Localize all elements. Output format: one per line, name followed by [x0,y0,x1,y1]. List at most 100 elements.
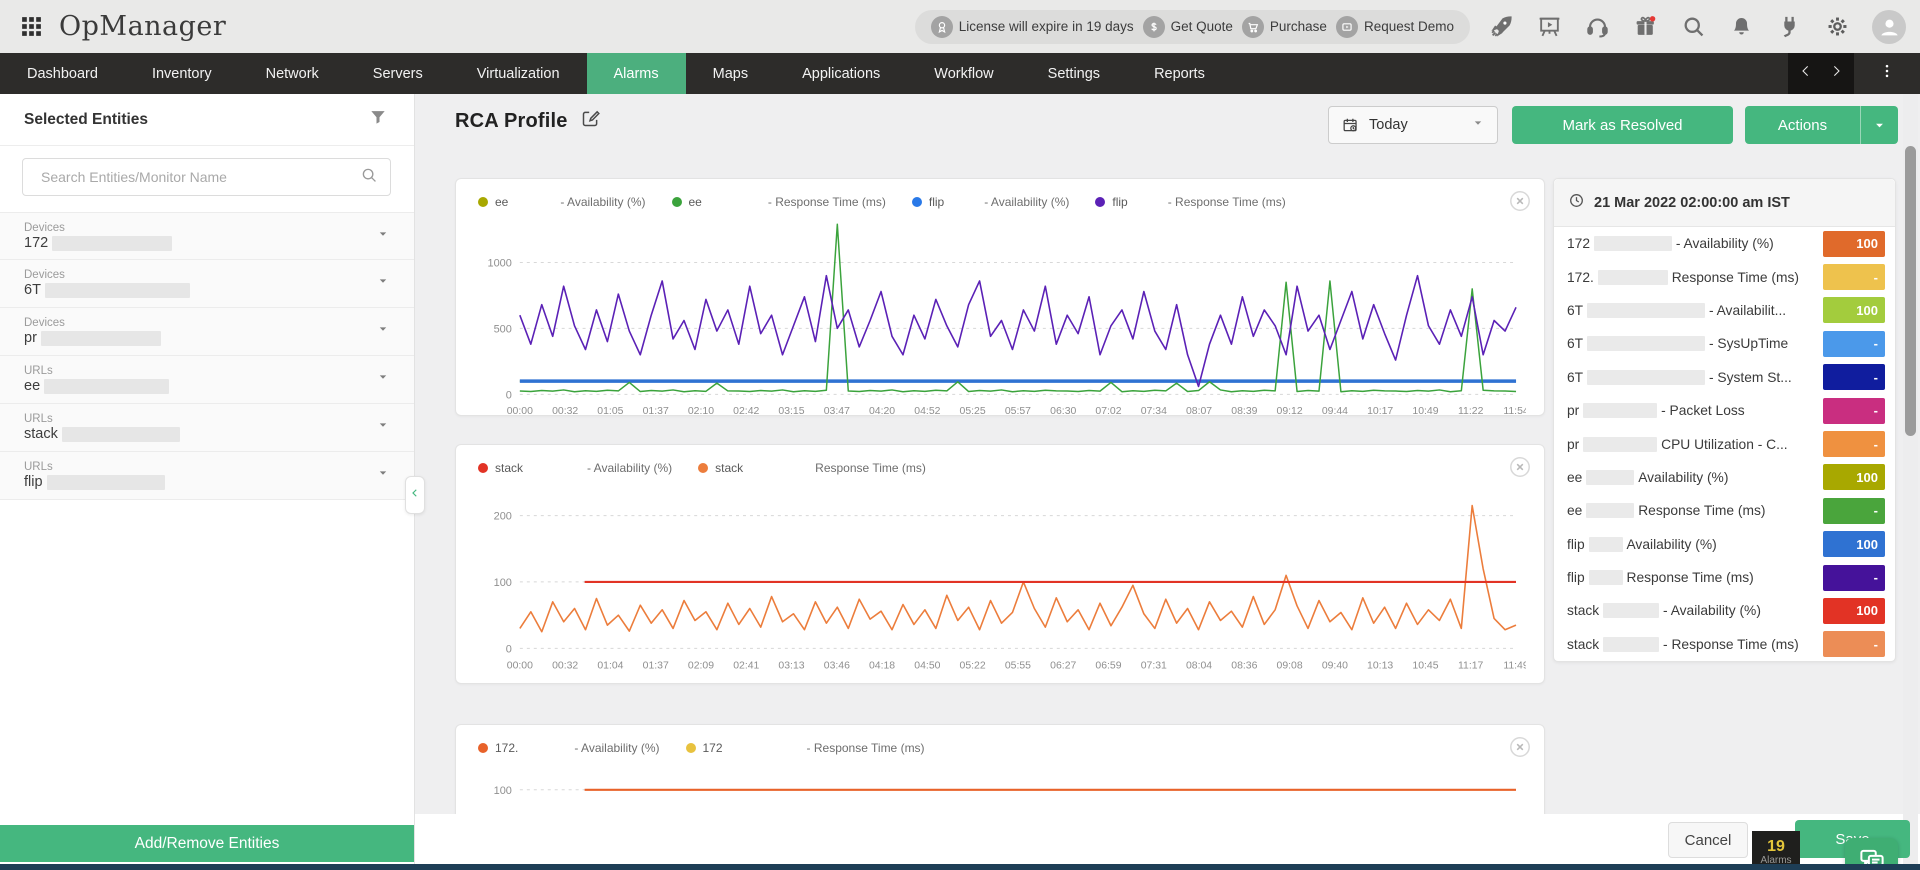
purchase-link[interactable]: Purchase [1241,15,1327,38]
gift-icon[interactable] [1632,13,1659,40]
alarm-count-badge[interactable]: 19 Alarms [1752,831,1800,870]
legend-item[interactable]: flip - Availability (%) [911,195,1070,209]
nav-item-virtualization[interactable]: Virtualization [476,65,560,82]
nav-item-applications[interactable]: Applications [802,65,881,82]
edit-profile-icon[interactable] [580,108,601,134]
metric-row[interactable]: pr - Packet Loss - [1554,394,1895,427]
nav-scroll-left-icon[interactable] [1798,63,1814,84]
search-icon[interactable] [1680,13,1707,40]
svg-text:03:13: 03:13 [778,660,804,671]
chart-close-button[interactable] [1508,189,1532,213]
page-header: RCA Profile Today Mark as Resolved Actio… [415,94,1920,150]
redacted-text [40,331,161,346]
metric-row[interactable]: 6T - Availabilit... 100 [1554,294,1895,327]
page-title: RCA Profile [455,109,568,132]
nav-item-network[interactable]: Network [265,65,319,82]
nav-item-dashboard[interactable]: Dashboard [27,65,98,82]
svg-text:0: 0 [506,643,512,655]
legend-item[interactable]: flip - Response Time (ms) [1095,195,1286,209]
svg-text:02:09: 02:09 [688,660,714,671]
app-grid-icon[interactable] [18,13,45,40]
cancel-button[interactable]: Cancel [1668,822,1748,858]
legend-item[interactable]: ee - Response Time (ms) [671,195,886,209]
nav-item-settings[interactable]: Settings [1047,65,1101,82]
actions-button[interactable]: Actions [1745,106,1898,144]
metric-name: 6T - System St... [1567,369,1792,385]
metric-row[interactable]: ee Availability (%) 100 [1554,461,1895,494]
demo-screen-icon[interactable] [1536,13,1563,40]
rocket-icon[interactable] [1488,13,1515,40]
svg-text:08:36: 08:36 [1231,660,1257,671]
legend-dot [478,743,488,753]
svg-text:03:47: 03:47 [824,406,850,417]
entity-item-devices-pr[interactable]: Devices pr [0,308,414,356]
redacted-text [508,202,560,203]
legend-metric-label: - Availability (%) [984,195,1070,209]
metric-row[interactable]: stack - Response Time (ms) - [1554,628,1895,661]
nav-item-inventory[interactable]: Inventory [151,65,212,82]
metric-row[interactable]: flip Response Time (ms) - [1554,561,1895,594]
svg-text:03:46: 03:46 [824,660,850,671]
get-quote-link[interactable]: Get Quote [1142,15,1233,38]
add-remove-entities-button[interactable]: Add/Remove Entities [0,825,414,862]
legend-series-name: stack [495,461,524,475]
sidebar-collapse-handle[interactable] [405,476,425,514]
bell-icon[interactable] [1728,13,1755,40]
nav-kebab-menu-icon[interactable] [1854,62,1920,85]
legend-metric-label: - Availability (%) [560,195,646,209]
entity-item-devices-6t[interactable]: Devices 6T [0,260,414,308]
metric-row[interactable]: ee Response Time (ms) - [1554,494,1895,527]
metric-row[interactable]: pr CPU Utilization - C... - [1554,427,1895,460]
metric-value-badge: 100 [1823,597,1885,624]
metric-name: 172 - Availability (%) [1567,236,1774,252]
metric-row[interactable]: 172. Response Time (ms) - [1554,260,1895,293]
legend-item[interactable]: stack Response Time (ms) [698,461,926,475]
legend-item[interactable]: stack - Availability (%) [478,461,672,475]
legend-item[interactable]: 172. - Availability (%) [478,741,660,755]
headset-icon[interactable] [1584,13,1611,40]
legend-metric-label: - Response Time (ms) [1167,195,1286,209]
entity-list: Devices 172 Devices 6T Devices pr URLs e… [0,212,414,500]
chevron-down-icon [376,322,390,341]
mark-as-resolved-button[interactable]: Mark as Resolved [1512,106,1733,144]
entity-item-devices-172[interactable]: Devices 172 [0,212,414,260]
license-expiry-link[interactable]: License will expire in 19 days [930,15,1134,38]
svg-text:10:45: 10:45 [1412,660,1438,671]
metric-row[interactable]: 6T - System St... - [1554,361,1895,394]
actions-caret-icon[interactable] [1860,106,1898,144]
entity-type: URLs [24,413,53,425]
user-avatar[interactable] [1872,9,1906,44]
entity-item-urls-ee[interactable]: URLs ee [0,356,414,404]
filter-icon[interactable] [368,107,388,132]
plugin-icon[interactable] [1776,13,1803,40]
request-demo-link[interactable]: Request Demo [1335,15,1454,38]
date-range-dropdown[interactable]: Today [1328,106,1498,144]
legend-item[interactable]: ee - Availability (%) [478,195,646,209]
chart-close-button[interactable] [1508,735,1532,759]
metric-row[interactable]: flip Availability (%) 100 [1554,528,1895,561]
legend-metric-label: - Response Time (ms) [767,195,886,209]
svg-text:10:13: 10:13 [1367,660,1393,671]
metric-row[interactable]: stack - Availability (%) 100 [1554,594,1895,627]
metric-row[interactable]: 172 - Availability (%) 100 [1554,227,1895,260]
alarm-count: 19 [1767,838,1785,855]
main-scrollbar-thumb[interactable] [1905,146,1916,436]
metric-row[interactable]: 6T - SysUpTime - [1554,327,1895,360]
chart-close-button[interactable] [1508,455,1532,479]
svg-text:00:00: 00:00 [507,406,533,417]
nav-item-maps[interactable]: Maps [712,65,749,82]
nav-item-workflow[interactable]: Workflow [934,65,994,82]
legend-item[interactable]: 172 - Response Time (ms) [685,741,925,755]
nav-item-reports[interactable]: Reports [1154,65,1205,82]
entity-item-urls-stack[interactable]: URLs stack [0,404,414,452]
timestamp-panel: 21 Mar 2022 02:00:00 am IST 172 - Availa… [1553,178,1896,663]
entity-item-urls-flip[interactable]: URLs flip [0,452,414,500]
gear-icon[interactable] [1824,13,1851,40]
app-logo: OpManager [59,11,227,42]
nav-item-alarms[interactable]: Alarms [586,53,686,94]
svg-text:06:59: 06:59 [1095,660,1121,671]
entity-search-input[interactable] [41,169,360,185]
nav-item-servers[interactable]: Servers [372,65,423,82]
nav-scroll-right-icon[interactable] [1828,63,1844,84]
metric-value-badge: - [1823,364,1885,391]
